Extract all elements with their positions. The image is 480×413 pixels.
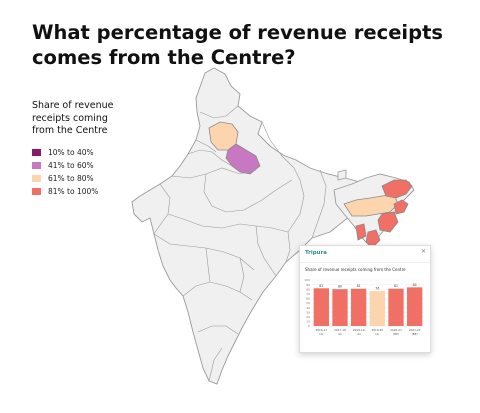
state-border (239, 257, 245, 293)
state-border (205, 247, 211, 283)
legend-swatch (32, 187, 41, 195)
state-border (182, 281, 253, 301)
x-tick-label: 2019-20 (371, 328, 383, 332)
legend-swatch (32, 148, 41, 156)
map-highlight-layer (208, 121, 413, 249)
bar-value-label: 81 (357, 284, 361, 288)
state-arunachal-pradesh (381, 179, 413, 199)
x-tick-label: 2018-19 (353, 328, 365, 332)
bar-value-label: 80 (338, 285, 342, 289)
sikkim (337, 169, 347, 181)
y-tick-label: 60 (306, 297, 310, 301)
state-border (195, 139, 217, 153)
state-mizoram (365, 229, 381, 249)
state-border (261, 121, 295, 169)
bar (351, 288, 367, 326)
bar (369, 291, 385, 326)
title-line-2: comes from the Centre? (32, 46, 296, 69)
x-tick-label: 2017-18 (334, 328, 346, 332)
page-title: What percentage of revenue receipts come… (32, 20, 452, 70)
bar (313, 288, 329, 326)
legend-label: 61% to 80% (48, 173, 94, 183)
state-border (255, 225, 277, 277)
bar-value-label: 84 (413, 283, 417, 287)
y-tick-label: 70 (306, 292, 310, 296)
y-tick-label: 50 (306, 301, 310, 305)
x-tick-label: (A) (357, 332, 361, 336)
state-border (285, 231, 291, 263)
state-tripura (355, 223, 367, 241)
legend-title: Share of revenue receipts coming from th… (32, 100, 114, 136)
state-border (197, 325, 239, 335)
x-tick-label: 2021-22 (409, 328, 421, 332)
x-tick-label: (A) (375, 332, 379, 336)
popup-bar-chart: 0102030405060708090100822016-17(A)802017… (304, 278, 424, 336)
y-tick-label: 90 (306, 283, 310, 287)
bar-value-label: 81 (394, 284, 398, 288)
y-tick-label: 30 (306, 310, 310, 314)
state-manipur (377, 211, 399, 233)
legend-item-41-60: 41% to 60% (32, 159, 172, 172)
bar-value-label: 76 (375, 287, 379, 291)
popup-chart-title: Share of revenue receipts coming from th… (305, 267, 406, 272)
legend-label: 10% to 40% (48, 147, 94, 157)
y-tick-label: 40 (306, 306, 310, 310)
legend-item-10-40: 10% to 40% (32, 146, 172, 159)
x-tick-label: (BE) (412, 332, 418, 336)
y-tick-label: 80 (306, 287, 310, 291)
x-tick-label: 2016-17 (315, 328, 327, 332)
bar (407, 287, 423, 326)
y-tick-label: 10 (306, 320, 310, 324)
state-borders (153, 105, 327, 382)
bar (332, 289, 348, 326)
x-tick-label: (A) (319, 332, 323, 336)
state-tooltip-popup: Tripura ✕ Share of revenue receipts comi… (299, 245, 431, 353)
state-nagaland (393, 199, 409, 215)
state-himachal-pradesh (208, 121, 239, 151)
legend-item-81-100: 81% to 100% (32, 185, 172, 198)
x-tick-label: (RE) (393, 332, 399, 336)
state-border (199, 105, 239, 119)
close-icon[interactable]: ✕ (420, 248, 426, 255)
y-tick-label: 20 (306, 315, 310, 319)
state-border (311, 169, 327, 239)
legend-swatch (32, 161, 41, 169)
y-tick-label: 100 (304, 278, 310, 282)
map-legend: Share of revenue receipts coming from th… (32, 100, 172, 198)
state-border (171, 167, 257, 179)
legend-item-61-80: 61% to 80% (32, 172, 172, 185)
state-border (187, 149, 233, 167)
x-tick-label: (A) (338, 332, 342, 336)
bar (388, 288, 404, 326)
legend-swatch (32, 174, 41, 182)
title-line-1: What percentage of revenue receipts (32, 21, 444, 44)
state-border (203, 173, 293, 213)
state-border (208, 347, 223, 382)
state-border (287, 167, 305, 233)
popup-header: Tripura ✕ (300, 246, 430, 263)
y-tick-label: 0 (308, 324, 310, 328)
bar-value-label: 82 (319, 284, 323, 288)
legend-label: 81% to 100% (48, 186, 99, 196)
popup-state-name: Tripura (305, 250, 328, 256)
state-border (167, 213, 289, 233)
legend-label: 41% to 60% (48, 160, 94, 170)
x-tick-label: 2020-21 (390, 328, 402, 332)
